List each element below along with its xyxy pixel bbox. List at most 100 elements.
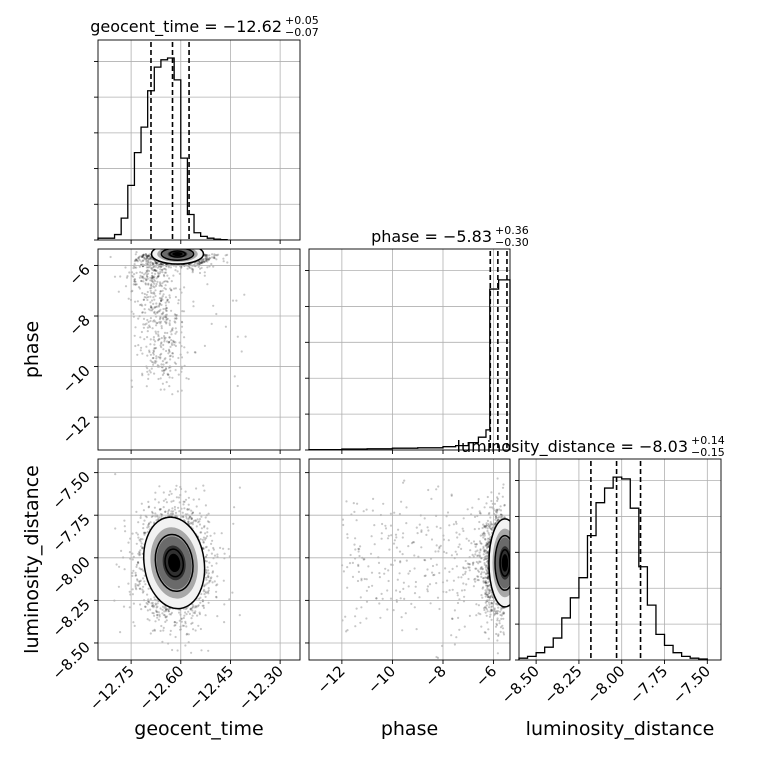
sample-point bbox=[486, 547, 489, 550]
sample-point bbox=[168, 323, 171, 327]
sample-point bbox=[156, 275, 160, 278]
sample-point bbox=[483, 549, 486, 552]
sample-point bbox=[143, 580, 146, 583]
sample-point bbox=[205, 259, 208, 262]
sample-point bbox=[141, 568, 144, 571]
sample-point bbox=[145, 293, 148, 296]
sample-point bbox=[490, 523, 493, 526]
sample-point bbox=[170, 289, 173, 292]
sample-point bbox=[147, 261, 150, 264]
sample-point bbox=[124, 266, 127, 269]
sample-point bbox=[155, 322, 158, 325]
sample-point bbox=[147, 254, 150, 257]
sample-point bbox=[207, 258, 210, 261]
sample-point bbox=[204, 504, 207, 507]
sample-point bbox=[142, 590, 145, 593]
sample-point bbox=[199, 627, 202, 631]
sample-point bbox=[127, 582, 130, 585]
sample-point bbox=[157, 338, 160, 341]
sample-point bbox=[500, 606, 503, 610]
sample-point bbox=[132, 312, 135, 315]
sample-point bbox=[167, 510, 170, 513]
sample-point bbox=[489, 595, 492, 598]
sample-point bbox=[153, 372, 156, 375]
sample-point bbox=[193, 612, 196, 615]
sample-point bbox=[165, 368, 168, 371]
sample-point bbox=[141, 591, 144, 594]
sample-point bbox=[151, 603, 155, 606]
sample-point bbox=[200, 592, 203, 596]
sample-point bbox=[208, 257, 211, 260]
sample-point bbox=[177, 506, 180, 509]
sample-point bbox=[172, 339, 175, 342]
sample-point bbox=[490, 601, 493, 605]
sample-point bbox=[137, 344, 140, 347]
sample-point bbox=[488, 526, 492, 530]
sample-point bbox=[135, 259, 138, 262]
sample-point bbox=[160, 285, 163, 288]
sample-point bbox=[475, 567, 478, 570]
sample-point bbox=[168, 355, 171, 358]
sample-point bbox=[191, 521, 195, 524]
sample-point bbox=[153, 282, 156, 285]
sample-point bbox=[201, 262, 204, 265]
sample-point bbox=[164, 357, 167, 360]
sample-point bbox=[160, 515, 163, 518]
sample-point bbox=[141, 271, 144, 274]
sample-point bbox=[149, 632, 152, 635]
sample-point bbox=[157, 618, 160, 621]
sample-point bbox=[159, 282, 162, 285]
sample-point bbox=[122, 605, 126, 608]
sample-point bbox=[141, 546, 144, 550]
sample-point bbox=[158, 318, 161, 321]
sample-point bbox=[164, 296, 168, 299]
sample-point bbox=[153, 268, 156, 271]
sample-point bbox=[207, 549, 210, 552]
sample-point bbox=[190, 512, 193, 515]
sample-point bbox=[486, 570, 489, 573]
sample-point bbox=[483, 506, 486, 509]
sample-point bbox=[138, 582, 141, 586]
sample-point bbox=[164, 288, 167, 291]
sample-point bbox=[167, 373, 170, 376]
sample-point bbox=[210, 564, 213, 567]
sample-point bbox=[501, 612, 504, 615]
sample-point bbox=[213, 532, 216, 535]
sample-point bbox=[138, 551, 141, 554]
sample-point bbox=[474, 580, 477, 583]
sample-point bbox=[177, 373, 180, 376]
sample-point bbox=[138, 554, 141, 557]
sample-point bbox=[153, 604, 156, 608]
sample-point bbox=[207, 574, 210, 577]
sample-point bbox=[172, 510, 175, 513]
sample-point bbox=[140, 279, 143, 283]
sample-point bbox=[181, 310, 184, 313]
sample-point bbox=[194, 519, 197, 522]
sample-point bbox=[161, 608, 164, 611]
sample-point bbox=[161, 369, 164, 372]
sample-point bbox=[202, 259, 205, 262]
sample-point bbox=[165, 309, 168, 312]
sample-point bbox=[472, 561, 475, 564]
sample-point bbox=[484, 606, 488, 610]
sample-point bbox=[153, 347, 156, 350]
sample-point bbox=[148, 601, 151, 604]
sample-point bbox=[147, 254, 150, 257]
sample-point bbox=[162, 343, 165, 347]
sample-point bbox=[145, 257, 148, 260]
sample-point bbox=[487, 577, 490, 580]
sample-point bbox=[145, 257, 149, 260]
sample-point bbox=[198, 262, 201, 265]
sample-point bbox=[222, 260, 225, 263]
sample-point bbox=[146, 270, 149, 273]
sample-point bbox=[134, 574, 137, 577]
sample-point bbox=[161, 312, 164, 315]
sample-point bbox=[173, 505, 176, 509]
sample-point bbox=[143, 519, 146, 522]
sample-point bbox=[222, 257, 225, 260]
sample-point bbox=[143, 256, 146, 259]
sample-point bbox=[184, 498, 188, 501]
sample-point bbox=[191, 605, 194, 609]
sample-point bbox=[162, 318, 165, 321]
sample-point bbox=[178, 510, 181, 513]
